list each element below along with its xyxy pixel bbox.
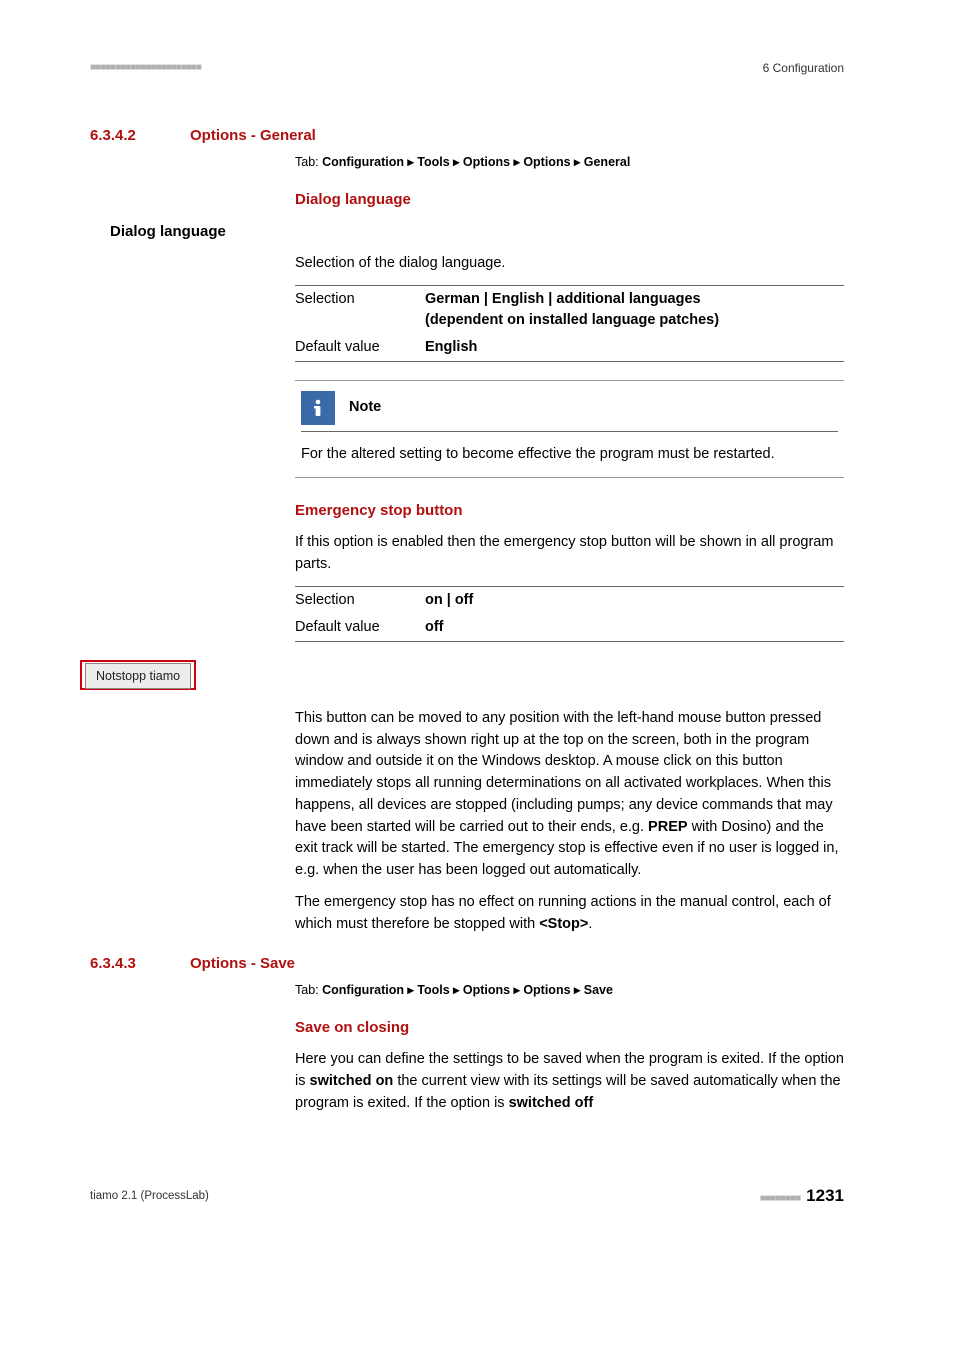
page-number: 1231 (806, 1186, 844, 1205)
switched-off-keyword: switched off (509, 1095, 594, 1111)
selection-line1: German | English | additional languages (425, 291, 701, 307)
prep-keyword: PREP (648, 819, 688, 835)
text-span: This button can be moved to any position… (295, 710, 833, 835)
header-squares: ■■■■■■■■■■■■■■■■■■■■■■ (90, 61, 201, 76)
emergency-stop-intro: If this option is enabled then the emerg… (295, 532, 844, 576)
breadcrumb-tab-general: Tab: Configuration ▸ Tools ▸ Options ▸ O… (295, 153, 844, 171)
page-header: ■■■■■■■■■■■■■■■■■■■■■■ 6 Configuration (90, 60, 844, 77)
switched-on-keyword: switched on (310, 1073, 394, 1089)
emergency-stop-outer-frame: Notstopp tiamo (80, 660, 196, 690)
param-key-selection: Selection (295, 289, 425, 331)
tab-path: Configuration ▸ Tools ▸ Options ▸ Option… (322, 155, 630, 169)
header-chapter: 6 Configuration (763, 60, 844, 77)
section-number: 6.3.4.3 (90, 953, 190, 975)
section-number: 6.3.4.2 (90, 125, 190, 147)
note-callout: Note For the altered setting to become e… (295, 380, 844, 479)
info-icon (301, 391, 335, 425)
param-val-selection: German | English | additional languages … (425, 289, 844, 331)
param-key-default: Default value (295, 337, 425, 358)
param-key-selection: Selection (295, 590, 425, 611)
emergency-stop-subhead: Emergency stop button (295, 500, 844, 522)
dialog-language-desc: Selection of the dialog language. (295, 253, 844, 275)
footer-page-number: ■■■■■■■■ 1231 (760, 1184, 844, 1209)
emergency-stop-para1: This button can be moved to any position… (295, 708, 844, 882)
emergency-stop-param-table: Selection on | off Default value off (295, 586, 844, 642)
param-val-default: off (425, 617, 844, 638)
selection-line2: (dependent on installed language patches… (425, 312, 719, 328)
dialog-language-param-table: Selection German | English | additional … (295, 285, 844, 362)
table-row: Selection on | off (295, 587, 844, 614)
table-row: Default value off (295, 614, 844, 641)
note-body: For the altered setting to become effect… (301, 444, 838, 466)
param-val-default: English (425, 337, 844, 358)
dialog-language-subhead: Dialog language (295, 189, 844, 211)
note-header: Note (301, 391, 838, 432)
note-title: Note (349, 397, 381, 418)
page-footer: tiamo 2.1 (ProcessLab) ■■■■■■■■ 1231 (90, 1184, 844, 1209)
text-span: . (588, 916, 592, 932)
footer-product: tiamo 2.1 (ProcessLab) (90, 1188, 209, 1205)
dialog-language-field-label: Dialog language (110, 221, 844, 243)
stop-keyword: <Stop> (539, 916, 588, 932)
tab-prefix: Tab: (295, 983, 322, 997)
footer-squares: ■■■■■■■■ (760, 1193, 800, 1204)
section-heading-save: 6.3.4.3 Options - Save (90, 953, 844, 975)
param-val-selection: on | off (425, 590, 844, 611)
breadcrumb-tab-save: Tab: Configuration ▸ Tools ▸ Options ▸ O… (295, 981, 844, 999)
table-row: Default value English (295, 334, 844, 361)
table-row: Selection German | English | additional … (295, 286, 844, 334)
save-on-closing-subhead: Save on closing (295, 1017, 844, 1039)
tab-path: Configuration ▸ Tools ▸ Options ▸ Option… (322, 983, 613, 997)
section-heading-general: 6.3.4.2 Options - General (90, 125, 844, 147)
tab-prefix: Tab: (295, 155, 322, 169)
emergency-stop-button[interactable]: Notstopp tiamo (85, 663, 191, 689)
param-key-default: Default value (295, 617, 425, 638)
emergency-stop-para2: The emergency stop has no effect on runn… (295, 892, 844, 936)
section-title: Options - General (190, 125, 316, 147)
save-on-closing-body: Here you can define the settings to be s… (295, 1049, 844, 1114)
section-title: Options - Save (190, 953, 295, 975)
emergency-stop-button-figure: Notstopp tiamo (80, 660, 844, 690)
